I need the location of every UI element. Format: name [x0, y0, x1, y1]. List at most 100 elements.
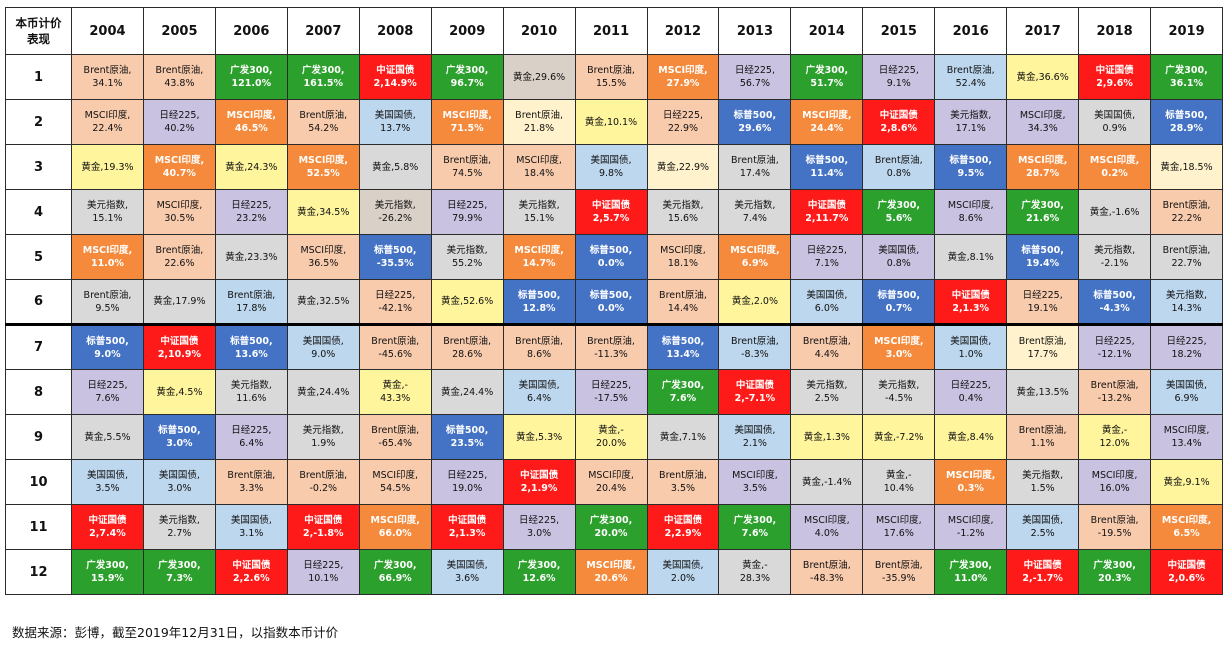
- corner-header: 本币计价 表现: [5, 7, 72, 55]
- asset-return-cell: MSCI印度, 6.5%: [1150, 504, 1223, 550]
- asset-return-cell: 美国国债, 2.0%: [646, 549, 720, 595]
- asset-return-cell: 中证国债 2,1.3%: [430, 504, 504, 550]
- table-row: 8 日经225, 7.6% 黄金,4.5% 美元指数, 11.6% 黄金,24.4% 黄金,-…: [5, 369, 1223, 415]
- asset-return-cell: Brent原油, 22.6%: [142, 234, 216, 280]
- asset-return-cell: Brent原油, -13.2%: [1078, 369, 1152, 415]
- asset-return-cell: 中证国债 2,0.6%: [1150, 549, 1223, 595]
- table-row: 4 美元指数, 15.1% MSCI印度, 30.5% 日经225, 23.2% 黄金,34.…: [5, 189, 1223, 235]
- asset-return-cell: Brent原油, 74.5%: [430, 144, 504, 190]
- asset-return-cell: MSCI印度, 18.4%: [502, 144, 576, 190]
- asset-return-cell: 标普500, 13.6%: [214, 323, 288, 370]
- asset-return-cell: 黄金,8.4%: [934, 414, 1008, 460]
- asset-return-cell: 标普500, 0.7%: [862, 279, 936, 325]
- asset-return-cell: 美元指数, 15.1%: [502, 189, 576, 235]
- asset-return-cell: 黄金,8.1%: [934, 234, 1008, 280]
- year-header: 2016: [934, 7, 1008, 55]
- asset-return-cell: 美国国债, 6.4%: [502, 369, 576, 415]
- year-header: 2019: [1150, 7, 1223, 55]
- asset-return-cell: 广发300, 15.9%: [71, 549, 144, 595]
- asset-return-cell: Brent原油, 21.8%: [502, 99, 576, 145]
- asset-return-cell: 日经225, 7.6%: [71, 369, 144, 415]
- asset-return-cell: Brent原油, 15.5%: [574, 54, 648, 100]
- asset-return-cell: MSCI印度, 71.5%: [430, 99, 504, 145]
- ranking-table-container: 本币计价 表现 2004 2005 2006 2007 2008 2009 2010 2011 2…: [5, 7, 1223, 595]
- asset-return-cell: 广发300, 12.6%: [502, 549, 576, 595]
- asset-return-cell: 日经225, -12.1%: [1078, 323, 1152, 370]
- asset-return-cell: 黄金,1.3%: [790, 414, 864, 460]
- table-row: 1 Brent原油, 34.1% Brent原油, 43.8% 广发300, 121.0% 广…: [5, 54, 1223, 100]
- asset-return-cell: MSCI印度, 22.4%: [71, 99, 144, 145]
- rank-cell: 9: [5, 414, 72, 460]
- asset-return-cell: Brent原油, 3.5%: [646, 459, 720, 505]
- asset-return-cell: 黄金,-1.6%: [1078, 189, 1152, 235]
- asset-return-cell: 标普500, 29.6%: [718, 99, 792, 145]
- asset-return-cell: Brent原油, -0.2%: [286, 459, 360, 505]
- asset-return-cell: 日经225, 9.1%: [862, 54, 936, 100]
- asset-return-cell: Brent原油, -8.3%: [718, 323, 792, 370]
- asset-return-cell: 日经225, -42.1%: [358, 279, 432, 325]
- rank-cell: 5: [5, 234, 72, 280]
- asset-return-cell: 标普500, 3.0%: [142, 414, 216, 460]
- asset-return-cell: 日经225, 23.2%: [214, 189, 288, 235]
- asset-return-cell: MSCI印度, -1.2%: [934, 504, 1008, 550]
- asset-return-cell: Brent原油, 17.4%: [718, 144, 792, 190]
- asset-return-cell: MSCI印度, 18.1%: [646, 234, 720, 280]
- asset-return-cell: 中证国债 2,1.9%: [502, 459, 576, 505]
- asset-return-cell: 广发300, 20.3%: [1078, 549, 1152, 595]
- rank-cell: 3: [5, 144, 72, 190]
- asset-return-cell: MSCI印度, 28.7%: [1006, 144, 1080, 190]
- asset-return-cell: 美元指数, 7.4%: [718, 189, 792, 235]
- asset-return-cell: 日经225, 18.2%: [1150, 323, 1223, 370]
- asset-return-cell: 黄金,- 43.3%: [358, 369, 432, 415]
- asset-return-cell: 美国国债, 9.8%: [574, 144, 648, 190]
- asset-return-cell: 广发300, 7.6%: [718, 504, 792, 550]
- asset-return-cell: 中证国债 2,-1.8%: [286, 504, 360, 550]
- asset-return-cell: 中证国债 2,-7.1%: [718, 369, 792, 415]
- asset-return-cell: 广发300, 36.1%: [1150, 54, 1223, 100]
- asset-return-cell: 中证国债 2,-1.7%: [1006, 549, 1080, 595]
- asset-return-cell: 黄金,32.5%: [286, 279, 360, 325]
- asset-return-cell: 美元指数, 11.6%: [214, 369, 288, 415]
- asset-return-cell: 黄金,22.9%: [646, 144, 720, 190]
- asset-return-cell: 日经225, 19.1%: [1006, 279, 1080, 325]
- asset-return-cell: Brent原油, -48.3%: [790, 549, 864, 595]
- asset-return-cell: MSCI印度, 27.9%: [646, 54, 720, 100]
- asset-return-cell: 标普500, 0.0%: [574, 279, 648, 325]
- asset-return-cell: 日经225, 6.4%: [214, 414, 288, 460]
- asset-return-cell: 中证国债 2,10.9%: [142, 323, 216, 370]
- year-header: 2010: [502, 7, 576, 55]
- asset-return-cell: Brent原油, 9.5%: [71, 279, 144, 325]
- table-row: 5 MSCI印度, 11.0% Brent原油, 22.6% 黄金,23.3% MSCI印度…: [5, 234, 1223, 280]
- asset-return-cell: MSCI印度, 8.6%: [934, 189, 1008, 235]
- asset-return-cell: 黄金,2.0%: [718, 279, 792, 325]
- asset-return-cell: 美国国债, 6.0%: [790, 279, 864, 325]
- asset-return-cell: 黄金,-1.4%: [790, 459, 864, 505]
- asset-return-cell: 美国国债, 0.9%: [1078, 99, 1152, 145]
- asset-return-cell: 标普500, 9.0%: [71, 323, 144, 370]
- year-header: 2009: [430, 7, 504, 55]
- asset-return-cell: 美元指数, -26.2%: [358, 189, 432, 235]
- asset-return-cell: 标普500, 13.4%: [646, 323, 720, 370]
- table-row: 11 中证国债 2,7.4% 美元指数, 2.7% 美国国债, 3.1% 中证国债 2,-1.8…: [5, 504, 1223, 550]
- asset-return-cell: 美元指数, 14.3%: [1150, 279, 1223, 325]
- rank-cell: 6: [5, 279, 72, 325]
- asset-return-cell: Brent原油, 1.1%: [1006, 414, 1080, 460]
- table-row: 2 MSCI印度, 22.4% 日经225, 40.2% MSCI印度, 46.5% Bren…: [5, 99, 1223, 145]
- source-note: 数据来源：彭博，截至2019年12月31日，以指数本币计价: [12, 625, 339, 640]
- year-header: 2014: [790, 7, 864, 55]
- rank-cell: 7: [5, 323, 72, 370]
- asset-return-cell: MSCI印度, 36.5%: [286, 234, 360, 280]
- asset-return-cell: 黄金,19.3%: [71, 144, 144, 190]
- asset-return-cell: 标普500, -35.5%: [358, 234, 432, 280]
- table-row: 3 黄金,19.3% MSCI印度, 40.7% 黄金,24.3% MSCI印度, 52.5…: [5, 144, 1223, 190]
- asset-return-cell: 美元指数, 15.6%: [646, 189, 720, 235]
- asset-return-cell: 中证国债 2,14.9%: [358, 54, 432, 100]
- year-header: 2008: [358, 7, 432, 55]
- asset-return-cell: MSCI印度, 46.5%: [214, 99, 288, 145]
- asset-return-cell: 日经225, -17.5%: [574, 369, 648, 415]
- asset-return-cell: 日经225, 56.7%: [718, 54, 792, 100]
- asset-return-cell: 广发300, 11.0%: [934, 549, 1008, 595]
- asset-return-cell: 黄金,24.3%: [214, 144, 288, 190]
- asset-return-cell: 美国国债, 13.7%: [358, 99, 432, 145]
- asset-return-cell: 黄金,52.6%: [430, 279, 504, 325]
